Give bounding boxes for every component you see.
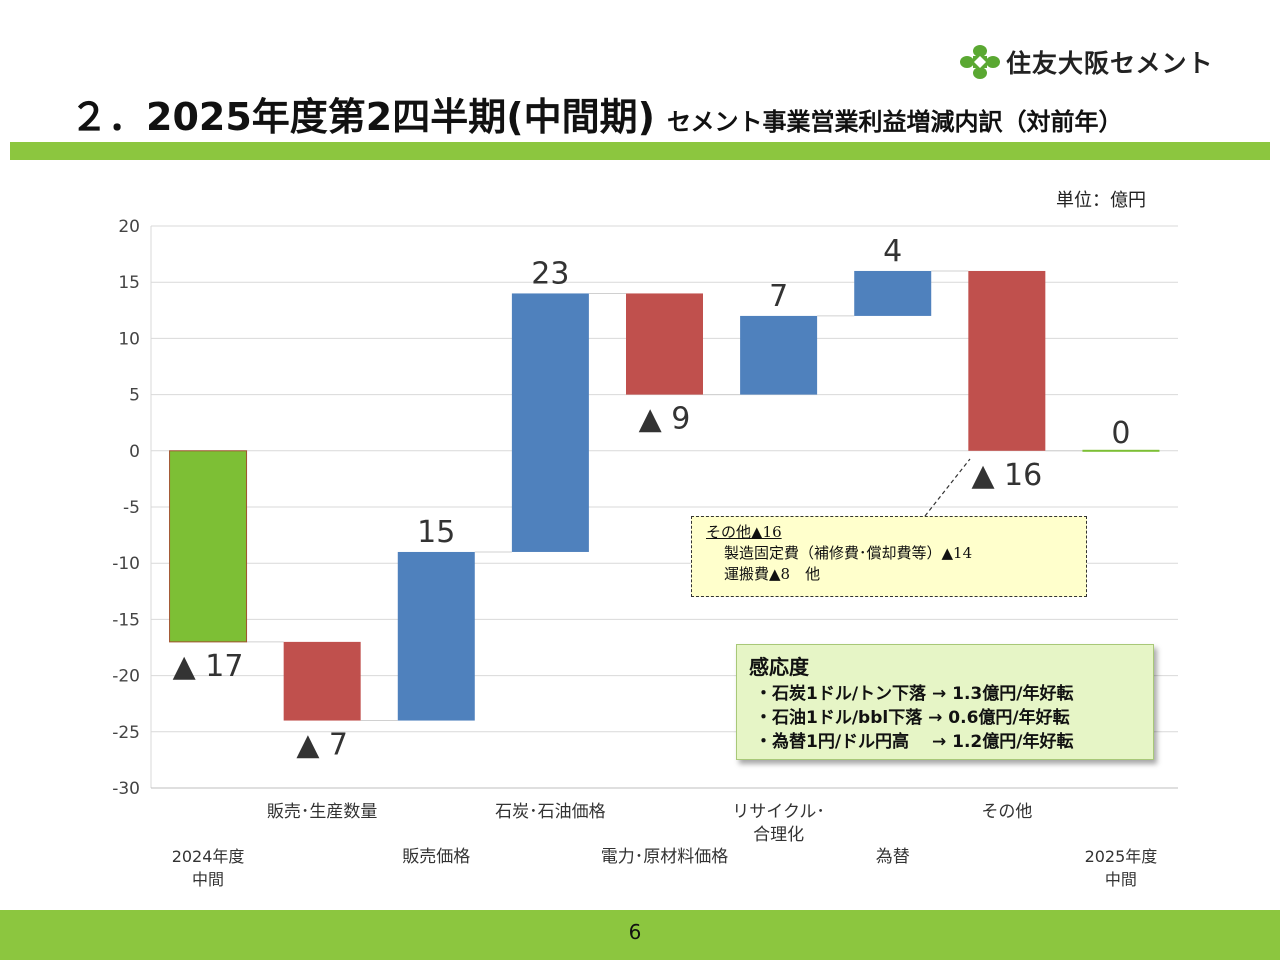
data-label-1: ▲ 17 — [173, 649, 244, 684]
footer-band — [0, 910, 1280, 960]
data-label-3: 15 — [417, 515, 455, 550]
sensitivity-row-oil: ・石油1ドル/bbl下落 → 0.6億円/年好転 — [755, 708, 1070, 728]
company-mark-icon — [960, 45, 1000, 79]
x-category-label: リサイクル･ — [732, 802, 825, 822]
x-category-label: 販売価格 — [402, 847, 470, 867]
x-category-label: 中間 — [192, 870, 224, 889]
data-label-5: ▲ 9 — [639, 402, 691, 437]
x-category-label: 電力･原材料価格 — [601, 847, 729, 867]
x-category-label: 中間 — [1105, 870, 1137, 889]
y-tick-label: 0 — [129, 442, 140, 462]
x-category-label: その他 — [981, 802, 1032, 822]
note-line-1: その他▲16 — [706, 523, 782, 541]
sensitivity-row-fx: ・為替1円/ドル円高 → 1.2億円/年好転 — [755, 732, 1074, 752]
sensitivity-heading: 感応度 — [749, 655, 809, 679]
bar-7 — [854, 270, 932, 316]
x-category-label: 2024年度 — [172, 847, 245, 866]
data-label-2: ▲ 7 — [296, 728, 348, 763]
company-logo: 住友大阪セメント — [960, 44, 1214, 80]
y-tick-label: -15 — [112, 610, 140, 630]
other-breakdown-note: その他▲16 製造固定費（補修費･償却費等）▲14 運搬費▲8 他 — [691, 516, 1087, 597]
x-category-label: 合理化 — [753, 825, 804, 845]
x-category-label: 販売･生産数量 — [267, 802, 378, 822]
y-tick-label: 5 — [129, 386, 140, 406]
data-label-4: 23 — [531, 256, 569, 291]
data-label-6: 7 — [769, 279, 788, 314]
bar-6 — [740, 315, 818, 395]
y-tick-label: 10 — [118, 329, 140, 349]
y-tick-label: -25 — [112, 723, 140, 743]
y-tick-label: 20 — [118, 217, 140, 237]
y-tick-label: -5 — [123, 498, 140, 518]
x-category-label: 石炭･石油価格 — [495, 802, 606, 822]
page-title: ２．2025年度第2四半期(中間期) セメント事業営業利益増減内訳（対前年） — [70, 86, 1122, 141]
unit-label: 単位：億円 — [1056, 190, 1146, 211]
note-line-2: 製造固定費（補修費･償却費等）▲14 — [724, 544, 973, 562]
bar-2 — [283, 641, 361, 721]
x-category-label: 2025年度 — [1085, 847, 1158, 866]
data-label-9: 0 — [1111, 416, 1130, 451]
sensitivity-row-coal: ・石炭1ドル/トン下落 → 1.3億円/年好転 — [755, 684, 1074, 704]
bar-8 — [968, 270, 1046, 451]
title-underline-band — [10, 142, 1270, 160]
data-label-7: 4 — [883, 234, 902, 269]
note-leader-line — [924, 458, 971, 517]
sensitivity-box: 感応度 ・石炭1ドル/トン下落 → 1.3億円/年好転 ・石油1ドル/bbl下落… — [736, 644, 1154, 760]
bar-3 — [397, 551, 475, 721]
company-name: 住友大阪セメント — [1006, 49, 1214, 78]
y-tick-label: -30 — [112, 779, 140, 799]
x-category-label: 為替 — [876, 847, 910, 867]
data-label-8: ▲ 16 — [971, 458, 1042, 493]
bar-1 — [169, 450, 248, 643]
bar-4 — [511, 293, 589, 552]
bar-5 — [626, 293, 703, 395]
y-tick-label: -20 — [112, 667, 140, 687]
page-title-sub: セメント事業営業利益増減内訳（対前年） — [666, 108, 1123, 136]
note-line-3: 運搬費▲8 他 — [724, 565, 821, 583]
y-tick-label: 15 — [118, 273, 140, 293]
bar-9 — [1082, 449, 1160, 452]
y-tick-label: -10 — [112, 554, 140, 574]
page-number: 6 — [628, 920, 642, 944]
page-title-main: ２．2025年度第2四半期(中間期) — [70, 95, 655, 139]
